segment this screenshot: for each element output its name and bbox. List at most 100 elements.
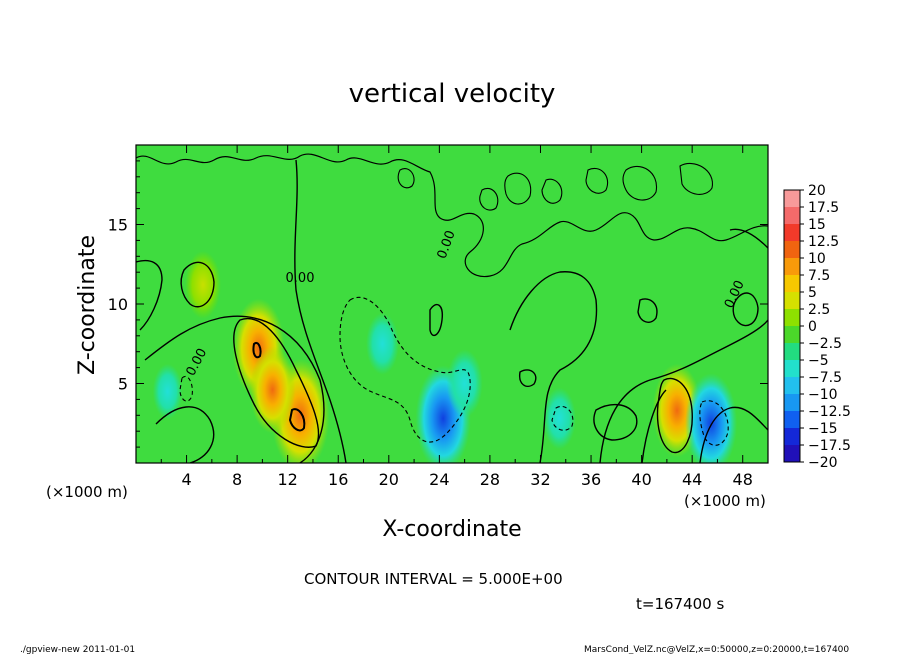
contour-line xyxy=(519,369,537,388)
x-axis: 4 8 12 16 20 24 28 32 36 40 44 48 xyxy=(160,145,753,489)
x-tick-label: 36 xyxy=(581,470,601,489)
colorbar-swatch xyxy=(784,326,800,344)
colorbar-swatch xyxy=(784,275,800,293)
x-tick-label: 40 xyxy=(631,470,651,489)
contour-line xyxy=(397,168,415,189)
colorbar-label: −12.5 xyxy=(808,404,851,420)
updraft-cell xyxy=(184,250,221,319)
y-tick-label: 5 xyxy=(118,375,128,394)
colorbar-label: 0 xyxy=(808,319,817,335)
contour-label: 0.00 xyxy=(286,271,315,286)
colorbar: 2017.51512.5107.552.50−2.5−5−7.5−10−12.5… xyxy=(783,183,851,471)
colorbar-swatch xyxy=(784,343,800,361)
x-tick-label: 20 xyxy=(379,470,399,489)
contour-line xyxy=(288,408,306,432)
x-tick-label: 8 xyxy=(232,470,242,489)
colorbar-label: −5 xyxy=(808,353,829,369)
colorbar-swatch xyxy=(784,360,800,378)
x-axis-label: X-coordinate xyxy=(382,517,521,542)
contour-line xyxy=(622,165,657,201)
colorbar-swatch xyxy=(784,190,800,208)
colorbar-label: 20 xyxy=(808,183,826,199)
contour-line xyxy=(593,403,638,441)
time-label: t=167400 s xyxy=(636,595,724,613)
colorbar-swatch xyxy=(784,241,800,259)
contour-line xyxy=(599,319,768,463)
y-tick-label: 10 xyxy=(108,295,128,314)
x-tick-label: 12 xyxy=(278,470,298,489)
contour-line-negative xyxy=(699,400,729,446)
colorbar-label: 17.5 xyxy=(808,200,839,216)
contour-line xyxy=(429,303,444,337)
contour-layer xyxy=(136,153,768,463)
updraft-cell xyxy=(249,346,296,434)
colorbar-label: −10 xyxy=(808,387,838,403)
colorbar-swatch xyxy=(784,258,800,276)
plot-area: 0.000.000.000.00 xyxy=(135,144,769,464)
colorbar-label: −20 xyxy=(808,455,838,471)
contour-line xyxy=(144,315,325,463)
colorbar-swatch xyxy=(784,428,800,446)
contour-line xyxy=(252,342,262,359)
x-tick-label: 16 xyxy=(328,470,348,489)
downdraft-cell xyxy=(446,349,483,418)
contour-line xyxy=(479,188,499,211)
contour-line xyxy=(504,172,532,205)
colorbar-swatch xyxy=(784,411,800,429)
downdraft-cell xyxy=(366,312,399,375)
contour-line xyxy=(585,168,608,194)
contour-line-negative xyxy=(179,376,193,402)
contour-line xyxy=(541,178,563,204)
x-tick-label: 24 xyxy=(429,470,449,489)
colorbar-label: −17.5 xyxy=(808,438,851,454)
colorbar-label: 7.5 xyxy=(808,268,830,284)
colorbar-swatch xyxy=(784,224,800,242)
footer-left: ./gpview-new 2011-01-01 xyxy=(20,645,135,654)
x-tick-label: 44 xyxy=(682,470,702,489)
colorbar-label: 15 xyxy=(808,217,826,233)
x-unit-right: (×1000 m) xyxy=(684,492,766,510)
colorbar-label: 10 xyxy=(808,251,826,267)
contour-line xyxy=(656,377,693,454)
contour-line xyxy=(136,259,163,331)
downdraft-cell xyxy=(152,363,183,420)
contour-line xyxy=(509,271,598,463)
chart-title: vertical velocity xyxy=(349,79,556,109)
colorbar-swatch xyxy=(784,394,800,412)
x-tick-label: 28 xyxy=(480,470,500,489)
contour-line xyxy=(180,261,215,308)
downdraft-cell xyxy=(685,373,738,463)
colorbar-label: 12.5 xyxy=(808,234,839,250)
contour-line xyxy=(729,228,768,249)
footer-right: MarsCond_VelZ.nc@VelZ,x=0:50000,z=0:2000… xyxy=(584,645,849,654)
contour-line xyxy=(732,292,759,327)
contour-line xyxy=(136,153,768,278)
colorbar-label: −2.5 xyxy=(808,336,842,352)
colorbar-label: −7.5 xyxy=(808,370,842,386)
downdraft-cell xyxy=(543,387,576,450)
x-tick-label: 32 xyxy=(530,470,550,489)
x-tick-label: 4 xyxy=(181,470,191,489)
colorbar-swatch xyxy=(784,309,800,327)
y-axis: 5 10 15 xyxy=(108,160,768,448)
colorbar-swatch xyxy=(784,377,800,395)
contour-line xyxy=(679,162,713,195)
colorbar-swatch xyxy=(784,292,800,310)
contour-line xyxy=(233,317,320,448)
contour-line xyxy=(155,406,215,463)
contour-line xyxy=(637,298,658,323)
contour-line xyxy=(641,389,667,463)
y-tick-label: 15 xyxy=(108,216,128,235)
colorbar-swatch xyxy=(784,207,800,225)
colorbar-label: 5 xyxy=(808,285,817,301)
contour-interval: CONTOUR INTERVAL = 5.000E+00 xyxy=(304,570,563,588)
x-tick-label: 48 xyxy=(733,470,753,489)
contour-line-negative xyxy=(551,406,574,431)
contour-line xyxy=(294,159,347,463)
colorbar-swatch xyxy=(784,445,800,463)
colorbar-label: −15 xyxy=(808,421,838,437)
x-unit-left: (×1000 m) xyxy=(46,483,128,501)
colorbar-label: 2.5 xyxy=(808,302,830,318)
y-axis-label: Z-coordinate xyxy=(75,235,100,375)
